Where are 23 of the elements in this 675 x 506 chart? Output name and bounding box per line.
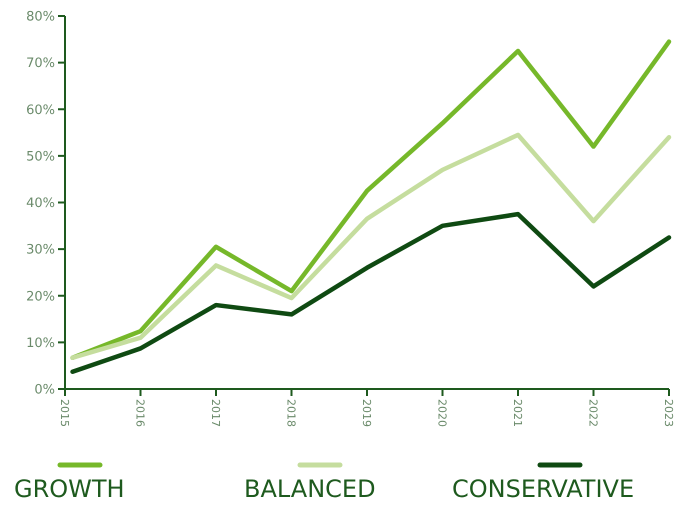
legend-label: BALANCED <box>244 475 376 503</box>
x-tick-label: 2015 <box>58 399 72 427</box>
legend-label: GROWTH <box>14 475 125 503</box>
y-tick-label: 60% <box>26 102 55 118</box>
x-tick-label: 2017 <box>209 399 222 427</box>
y-tick-label: 70% <box>26 56 55 72</box>
x-tick-label: 2023 <box>662 399 675 427</box>
y-tick-label: 50% <box>26 149 55 164</box>
x-tick-label: 2016 <box>134 399 147 427</box>
x-tick-label: 2019 <box>360 399 374 427</box>
line-series <box>70 212 672 374</box>
line-series <box>70 132 672 360</box>
y-tick-label: 0% <box>34 382 55 398</box>
x-tick-label: 2020 <box>436 399 449 427</box>
x-tick-label: 2022 <box>586 399 600 427</box>
y-tick-label: 40% <box>26 196 55 212</box>
x-tick-label: 2018 <box>284 399 298 427</box>
y-tick-label: 80% <box>26 10 55 25</box>
x-tick-label: 2021 <box>511 399 524 427</box>
y-tick-label: 20% <box>26 289 55 304</box>
legend-label: CONSERVATIVE <box>452 475 634 503</box>
y-tick-label: 30% <box>26 242 55 258</box>
y-tick-label: 10% <box>26 336 55 351</box>
